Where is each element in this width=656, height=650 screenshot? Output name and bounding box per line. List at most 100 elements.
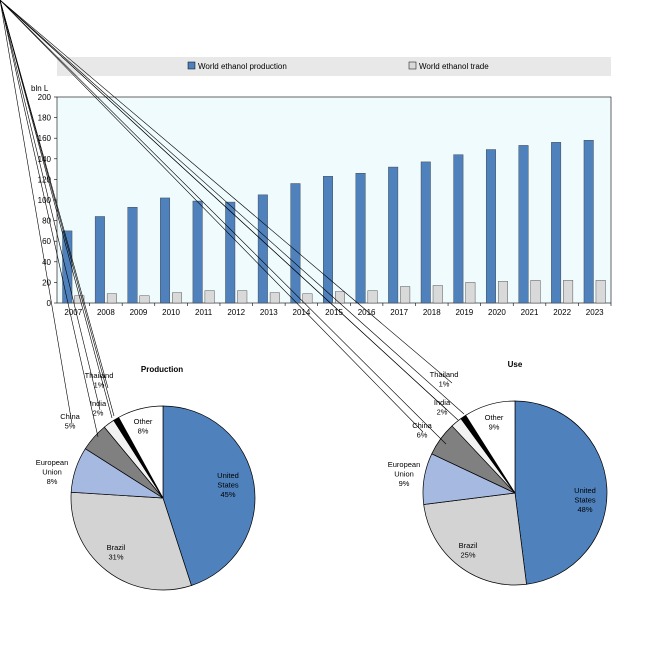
x-tick-label: 2008: [97, 308, 115, 317]
bar-trade-2011: [204, 290, 215, 304]
leader-line: [0, 0, 73, 425]
x-axis-ticks: 2007 2008 2009 2010 2011 2012 2013 2014 2015 2016…: [64, 303, 612, 317]
bar-production-2019: [453, 154, 464, 304]
bars: [62, 140, 606, 304]
pie-production: United States 45% Brazil 31% European Union 8% C…: [0, 0, 256, 591]
pie-label-thailand: Thailand 1%: [430, 370, 459, 389]
y-tick-label: 180: [38, 114, 52, 123]
legend: World ethanol production World ethanol t…: [57, 57, 611, 76]
bar-trade-2012: [237, 290, 248, 304]
bar-trade-2010: [172, 292, 183, 304]
leader-line: [0, 0, 115, 417]
bar-trade-2013: [269, 292, 280, 304]
y-axis-ticks: 020406080100120140160180200: [38, 93, 57, 308]
y-tick-label: 80: [42, 217, 51, 226]
legend-background: [57, 57, 611, 76]
bar-trade-2014: [302, 293, 313, 304]
bar-production-2009: [127, 207, 138, 304]
x-tick-label: 2021: [521, 308, 539, 317]
leader-line: [0, 0, 113, 419]
bar-trade-2019: [465, 282, 476, 304]
bar-production-2016: [355, 173, 366, 304]
x-tick-label: 2017: [390, 308, 408, 317]
bar-trade-2009: [139, 295, 150, 304]
bar-production-2010: [160, 197, 171, 304]
bar-production-2022: [551, 142, 562, 304]
pie-title-use: Use: [508, 360, 523, 369]
y-tick-label: 160: [38, 134, 52, 143]
pie-slice-united-states: [514, 400, 608, 585]
leader-line: [0, 0, 101, 411]
legend-label-trade: World ethanol trade: [419, 62, 489, 71]
bar-production-2011: [192, 200, 203, 304]
bar-production-2021: [518, 145, 529, 304]
pie-label-china: China 6%: [412, 421, 432, 440]
y-tick-label: 100: [38, 196, 52, 205]
bar-trade-2018: [432, 285, 443, 304]
y-tick-label: 200: [38, 93, 52, 102]
bar-production-2013: [257, 194, 268, 304]
legend-swatch-production: [187, 61, 196, 70]
pie-slice-brazil: [423, 492, 527, 586]
x-tick-label: 2019: [455, 308, 473, 317]
pie-label-european-union: European Union 9%: [388, 460, 421, 488]
bar-trade-2020: [497, 281, 508, 304]
bar-trade-2022: [563, 280, 574, 304]
x-tick-label: 2009: [130, 308, 148, 317]
x-tick-label: 2015: [325, 308, 343, 317]
y-tick-label: 60: [42, 237, 51, 246]
y-tick-label: 0: [47, 299, 52, 308]
x-tick-label: 2014: [293, 308, 311, 317]
pie-label-thailand: Thailand 1%: [85, 371, 114, 390]
x-tick-label: 2013: [260, 308, 278, 317]
leader-line: [0, 0, 447, 445]
pie-label-united-states: United States 45%: [217, 471, 239, 499]
x-tick-label: 2007: [64, 308, 82, 317]
legend-swatch-trade: [408, 61, 417, 70]
x-tick-label: 2011: [195, 308, 213, 317]
x-tick-label: 2010: [162, 308, 180, 317]
pie-use: United States 48% Brazil 25% European Union 9% C…: [0, 0, 608, 586]
pie-label-other: Other 9%: [485, 413, 504, 432]
legend-label-production: World ethanol production: [198, 62, 287, 71]
bar-trade-2023: [595, 280, 606, 304]
pie-slice-other: [118, 405, 164, 499]
bar-production-2014: [290, 183, 301, 304]
y-tick-label: 20: [42, 278, 51, 287]
x-tick-label: 2022: [553, 308, 571, 317]
bar-trade-2017: [400, 286, 411, 304]
bar-production-2012: [225, 201, 236, 304]
pie-label-brazil: Brazil 25%: [459, 541, 478, 560]
bar-production-2018: [420, 161, 431, 304]
bar-production-2020: [485, 149, 496, 304]
bar-production-2008: [94, 216, 105, 304]
x-tick-label: 2016: [358, 308, 376, 317]
pie-slice-brazil: [70, 491, 192, 591]
pie-label-other: Other 8%: [134, 417, 153, 436]
leader-line: [0, 0, 459, 421]
y-axis-label: bln L: [31, 84, 49, 93]
x-tick-label: 2018: [423, 308, 441, 317]
bar-trade-2016: [367, 290, 378, 304]
pie-label-india: India 2%: [434, 398, 451, 417]
pie-slice-united-states: [162, 405, 256, 586]
leader-line: [0, 0, 465, 415]
bar-production-2023: [583, 140, 594, 304]
x-tick-label: 2020: [488, 308, 506, 317]
pie-label-india: India 2%: [90, 399, 107, 418]
bar-trade-2015: [335, 291, 345, 304]
pie-label-china: China 5%: [60, 412, 80, 431]
pie-label-european-union: European Union 8%: [36, 458, 69, 486]
pie-label-united-states: United States 48%: [574, 486, 596, 514]
bar-trade-2021: [530, 280, 541, 304]
bar-production-2017: [388, 166, 399, 304]
pie-slice-other: [465, 400, 516, 495]
x-tick-label: 2023: [586, 308, 604, 317]
y-tick-label: 40: [42, 258, 51, 267]
bar-production-2015: [323, 176, 333, 304]
leader-line: [0, 0, 424, 433]
y-tick-label: 120: [38, 175, 52, 184]
bar-trade-2008: [106, 293, 117, 304]
leader-line: [0, 0, 99, 438]
